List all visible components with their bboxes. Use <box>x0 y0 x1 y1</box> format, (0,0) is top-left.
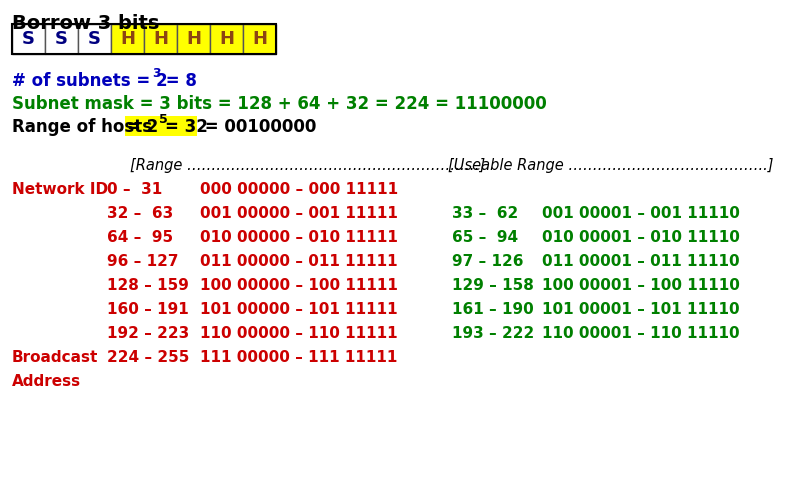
Text: 224 – 255: 224 – 255 <box>107 350 190 365</box>
Text: 96 – 127: 96 – 127 <box>107 254 178 269</box>
Text: 000 00000 – 000 11111: 000 00000 – 000 11111 <box>200 182 398 197</box>
Text: 32 –  63: 32 – 63 <box>107 206 174 221</box>
Text: # of subnets = 2: # of subnets = 2 <box>12 72 168 90</box>
Text: 001 00000 – 001 11111: 001 00000 – 001 11111 <box>200 206 398 221</box>
Text: Borrow 3 bits: Borrow 3 bits <box>12 14 159 33</box>
Text: 97 – 126: 97 – 126 <box>452 254 523 269</box>
Text: 65 –  94: 65 – 94 <box>452 230 518 245</box>
Text: 192 – 223: 192 – 223 <box>107 326 190 341</box>
Text: = 2: = 2 <box>127 118 158 136</box>
Text: 3: 3 <box>152 67 161 80</box>
Text: Broadcast: Broadcast <box>12 350 98 365</box>
Text: H: H <box>153 30 168 48</box>
Bar <box>125 116 197 136</box>
Text: 160 – 191: 160 – 191 <box>107 302 189 317</box>
Text: 33 –  62: 33 – 62 <box>452 206 518 221</box>
Bar <box>243 24 276 54</box>
Text: = 00100000: = 00100000 <box>199 118 316 136</box>
Bar <box>111 24 144 54</box>
Text: 100 00001 – 100 11110: 100 00001 – 100 11110 <box>542 278 740 293</box>
Text: 110 00000 – 110 11111: 110 00000 – 110 11111 <box>200 326 398 341</box>
Text: 010 00000 – 010 11111: 010 00000 – 010 11111 <box>200 230 398 245</box>
Text: 64 –  95: 64 – 95 <box>107 230 173 245</box>
Text: Network ID: Network ID <box>12 182 108 197</box>
Text: 001 00001 – 001 11110: 001 00001 – 001 11110 <box>542 206 740 221</box>
Bar <box>45 24 78 54</box>
Text: 111 00000 – 111 11111: 111 00000 – 111 11111 <box>200 350 398 365</box>
Text: 128 – 159: 128 – 159 <box>107 278 189 293</box>
Text: 0 –  31: 0 – 31 <box>107 182 162 197</box>
Text: 101 00000 – 101 11111: 101 00000 – 101 11111 <box>200 302 398 317</box>
Text: [Useable Range …………………………………..]: [Useable Range …………………………………..] <box>448 158 774 173</box>
Text: 011 00001 – 011 11110: 011 00001 – 011 11110 <box>542 254 740 269</box>
Text: 101 00001 – 101 11110: 101 00001 – 101 11110 <box>542 302 740 317</box>
Text: 011 00000 – 011 11111: 011 00000 – 011 11111 <box>200 254 398 269</box>
Text: S: S <box>88 30 101 48</box>
Text: 5: 5 <box>159 113 168 126</box>
Text: 161 – 190: 161 – 190 <box>452 302 534 317</box>
Bar <box>78 24 111 54</box>
Text: = 32: = 32 <box>165 118 208 136</box>
Text: Range of hosts: Range of hosts <box>12 118 158 136</box>
Text: H: H <box>219 30 234 48</box>
Bar <box>177 24 210 54</box>
Text: 010 00001 – 010 11110: 010 00001 – 010 11110 <box>542 230 740 245</box>
Text: Subnet mask = 3 bits = 128 + 64 + 32 = 224 = 11100000: Subnet mask = 3 bits = 128 + 64 + 32 = 2… <box>12 95 546 113</box>
Bar <box>210 24 243 54</box>
Text: H: H <box>252 30 267 48</box>
Text: Address: Address <box>12 374 81 389</box>
Bar <box>12 24 45 54</box>
Text: S: S <box>22 30 35 48</box>
Bar <box>12 24 276 54</box>
Text: S: S <box>55 30 68 48</box>
Text: H: H <box>120 30 135 48</box>
Text: 129 – 158: 129 – 158 <box>452 278 534 293</box>
Text: [Range ……………………………………………………]: [Range ……………………………………………………] <box>130 158 486 173</box>
Text: = 8: = 8 <box>160 72 197 90</box>
Text: H: H <box>186 30 201 48</box>
Bar <box>144 24 177 54</box>
Text: 100 00000 – 100 11111: 100 00000 – 100 11111 <box>200 278 398 293</box>
Text: 193 – 222: 193 – 222 <box>452 326 534 341</box>
Text: 110 00001 – 110 11110: 110 00001 – 110 11110 <box>542 326 740 341</box>
